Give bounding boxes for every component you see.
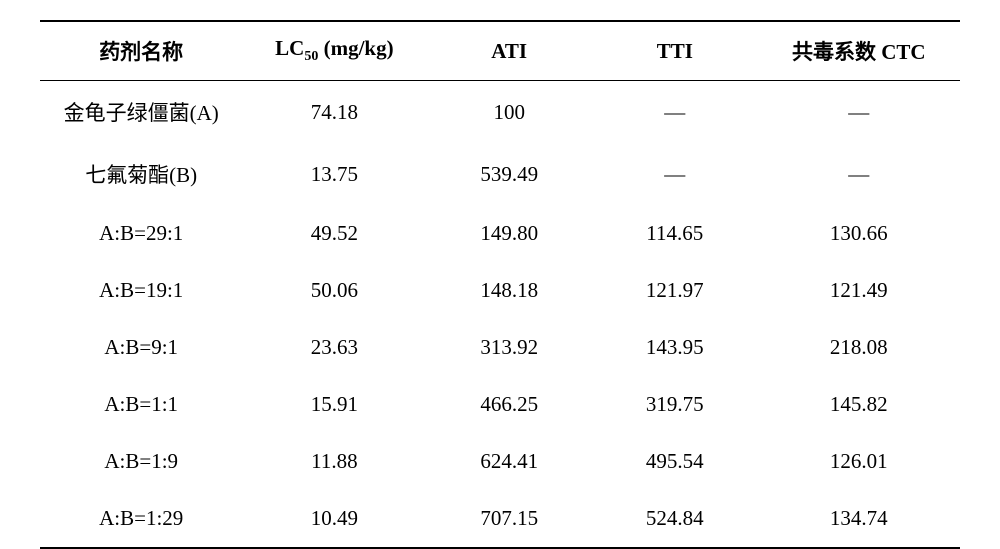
- table-row: 金龟子绿僵菌(A) 74.18 100 — —: [40, 81, 960, 144]
- cell-tti: 143.95: [592, 319, 758, 376]
- cell-ati: 313.92: [426, 319, 592, 376]
- cell-ctc: —: [758, 143, 960, 205]
- cell-name: A:B=1:1: [40, 376, 242, 433]
- cell-lc50: 15.91: [242, 376, 426, 433]
- table-header-row: 药剂名称 LC50 (mg/kg) ATI TTI 共毒系数 CTC: [40, 21, 960, 81]
- cell-tti: —: [592, 143, 758, 205]
- cell-name: A:B=9:1: [40, 319, 242, 376]
- cell-ati: 100: [426, 81, 592, 144]
- column-header-name: 药剂名称: [40, 21, 242, 81]
- cell-ctc: —: [758, 81, 960, 144]
- cell-lc50: 50.06: [242, 262, 426, 319]
- cell-ati: 539.49: [426, 143, 592, 205]
- data-table: 药剂名称 LC50 (mg/kg) ATI TTI 共毒系数 CTC 金龟子绿僵…: [40, 20, 960, 549]
- cell-name: A:B=1:9: [40, 433, 242, 490]
- table-row: A:B=19:1 50.06 148.18 121.97 121.49: [40, 262, 960, 319]
- cell-ctc: 121.49: [758, 262, 960, 319]
- cell-lc50: 10.49: [242, 490, 426, 548]
- cell-tti: 524.84: [592, 490, 758, 548]
- cell-ati: 707.15: [426, 490, 592, 548]
- cell-name: 金龟子绿僵菌(A): [40, 81, 242, 144]
- cell-lc50: 49.52: [242, 205, 426, 262]
- table-row: A:B=1:9 11.88 624.41 495.54 126.01: [40, 433, 960, 490]
- cell-name: A:B=29:1: [40, 205, 242, 262]
- cell-ati: 148.18: [426, 262, 592, 319]
- cell-tti: 114.65: [592, 205, 758, 262]
- column-header-lc50: LC50 (mg/kg): [242, 21, 426, 81]
- cell-lc50: 23.63: [242, 319, 426, 376]
- column-header-ctc: 共毒系数 CTC: [758, 21, 960, 81]
- cell-name: A:B=1:29: [40, 490, 242, 548]
- table-row: A:B=9:1 23.63 313.92 143.95 218.08: [40, 319, 960, 376]
- cell-ati: 624.41: [426, 433, 592, 490]
- cell-tti: 495.54: [592, 433, 758, 490]
- table-body: 金龟子绿僵菌(A) 74.18 100 — — 七氟菊酯(B) 13.75 53…: [40, 81, 960, 549]
- column-header-tti: TTI: [592, 21, 758, 81]
- table-row: A:B=1:1 15.91 466.25 319.75 145.82: [40, 376, 960, 433]
- cell-name: A:B=19:1: [40, 262, 242, 319]
- cell-tti: 121.97: [592, 262, 758, 319]
- cell-ctc: 126.01: [758, 433, 960, 490]
- table-row: A:B=29:1 49.52 149.80 114.65 130.66: [40, 205, 960, 262]
- cell-ctc: 130.66: [758, 205, 960, 262]
- table-row: A:B=1:29 10.49 707.15 524.84 134.74: [40, 490, 960, 548]
- cell-lc50: 11.88: [242, 433, 426, 490]
- cell-ati: 466.25: [426, 376, 592, 433]
- cell-ati: 149.80: [426, 205, 592, 262]
- cell-tti: 319.75: [592, 376, 758, 433]
- cell-ctc: 218.08: [758, 319, 960, 376]
- cell-ctc: 134.74: [758, 490, 960, 548]
- cell-tti: —: [592, 81, 758, 144]
- cell-lc50: 74.18: [242, 81, 426, 144]
- cell-name: 七氟菊酯(B): [40, 143, 242, 205]
- cell-lc50: 13.75: [242, 143, 426, 205]
- cell-ctc: 145.82: [758, 376, 960, 433]
- column-header-ati: ATI: [426, 21, 592, 81]
- table-row: 七氟菊酯(B) 13.75 539.49 — —: [40, 143, 960, 205]
